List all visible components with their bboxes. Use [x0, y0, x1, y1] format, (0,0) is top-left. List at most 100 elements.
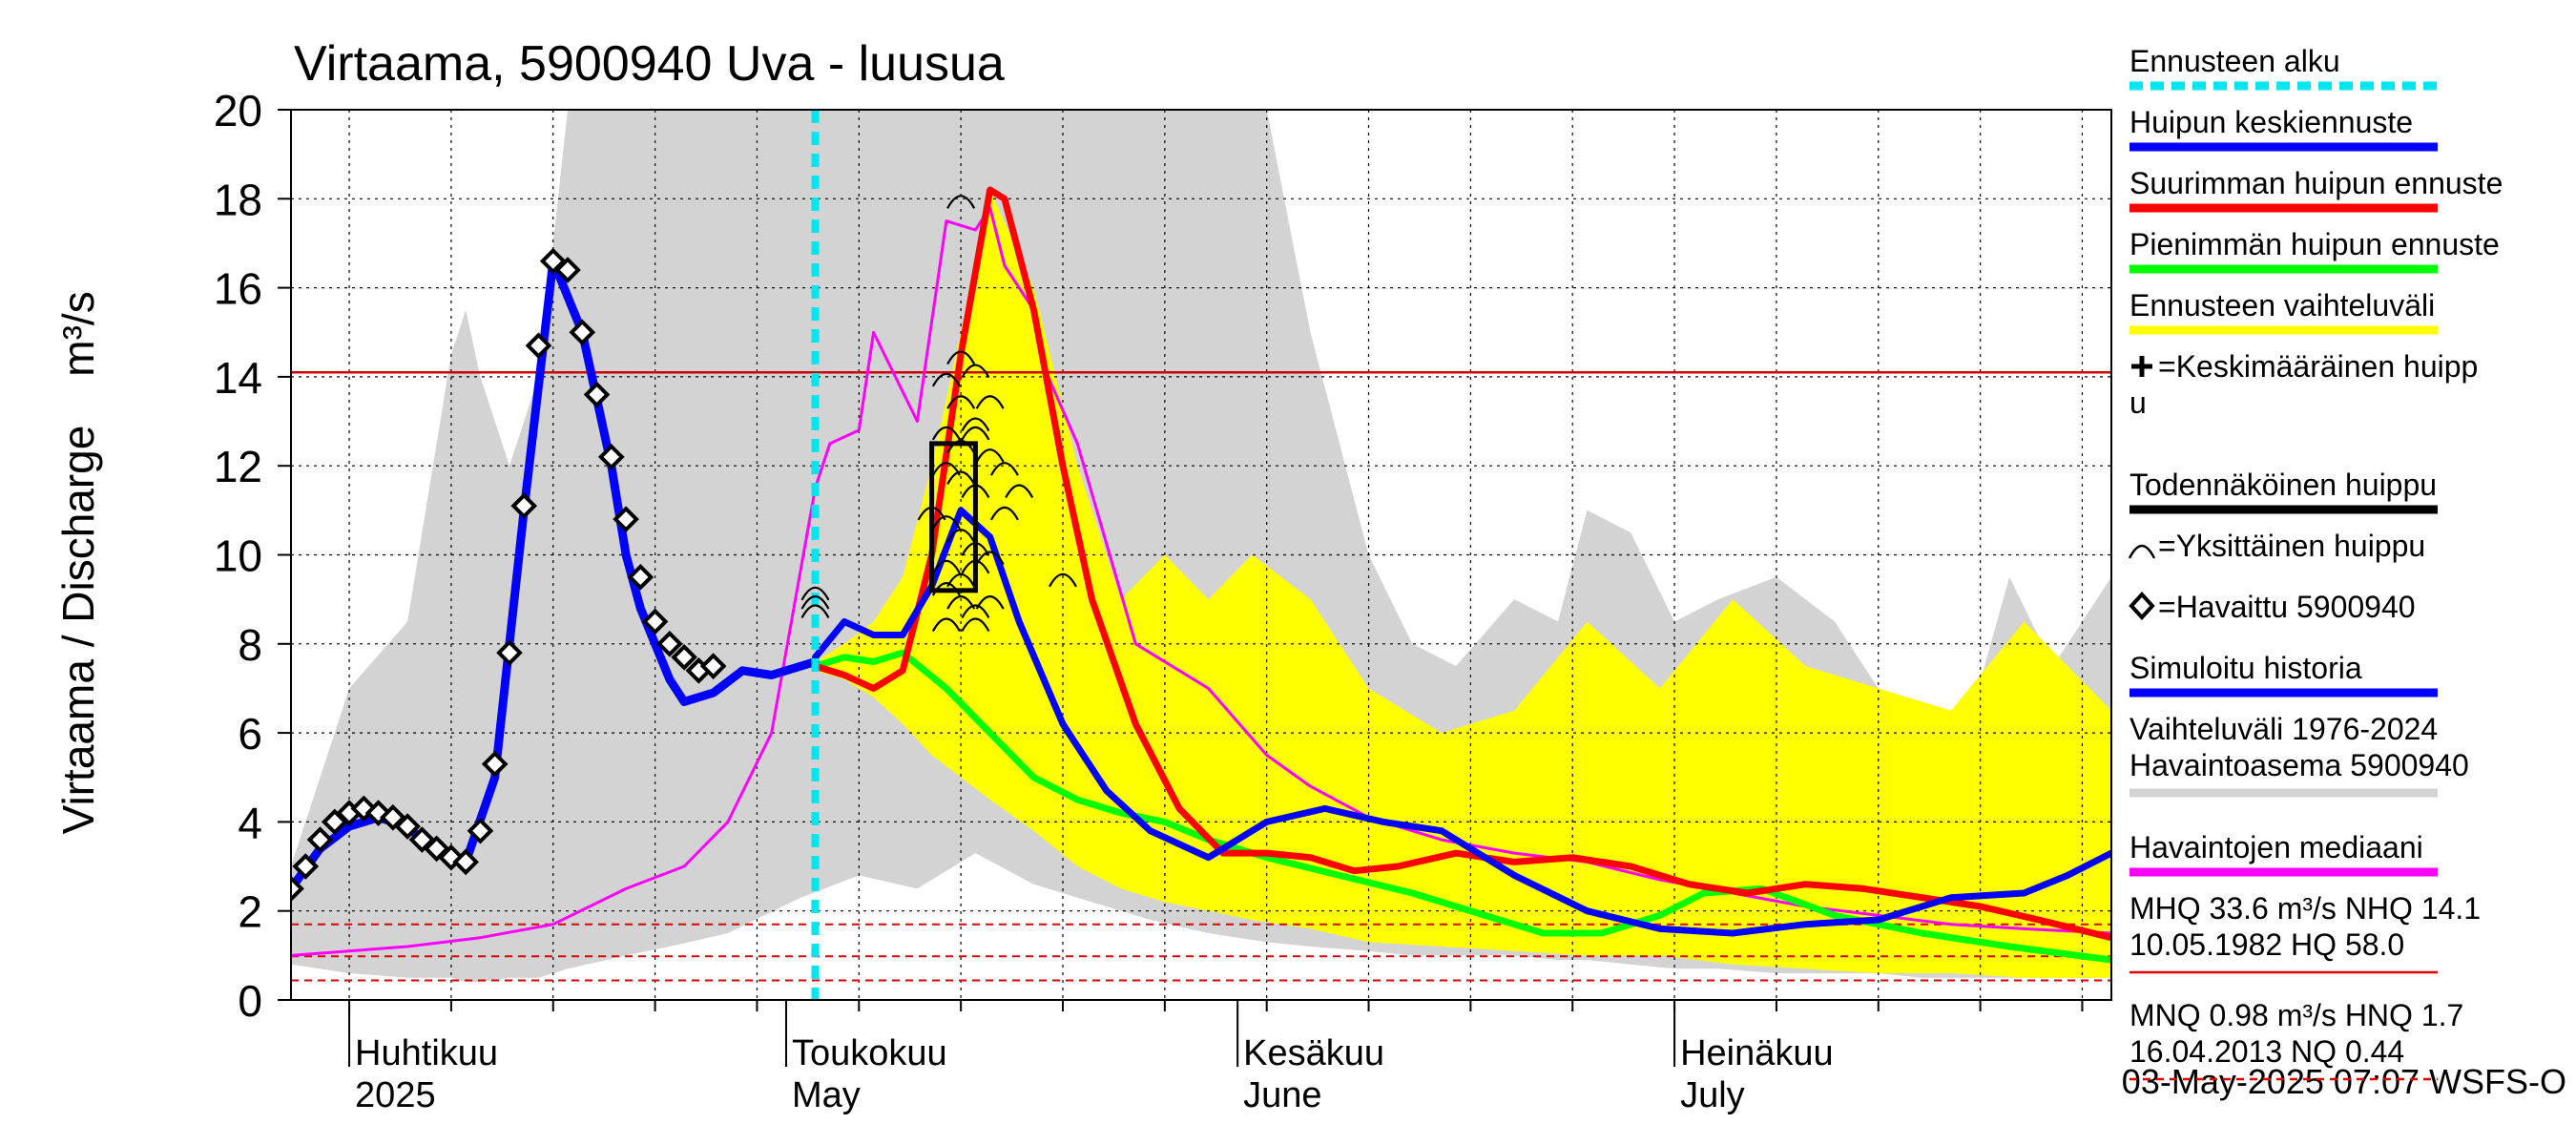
observed-point	[467, 817, 494, 844]
individual-peak-mark	[1049, 572, 1077, 588]
x-month-sublabel: May	[792, 1075, 861, 1115]
observed-point	[510, 492, 538, 520]
legend: Ennusteen alku Huipun keskiennuste Suurimm…	[2128, 44, 2503, 1081]
legend-item-ennusteen-alku: Ennusteen alku	[2129, 44, 2438, 91]
individual-peak-mark	[946, 395, 976, 409]
legend-label: MHQ 33.6 m³/s NHQ 14.1	[2129, 891, 2481, 926]
observed-point	[597, 444, 625, 470]
individual-peak-mark	[931, 372, 961, 387]
legend-label: Todennäköinen huippu	[2129, 468, 2437, 502]
individual-peak-mark	[931, 515, 961, 530]
legend-label: =Havaittu 5900940	[2158, 590, 2416, 624]
x-month-label: Heinäkuu	[1680, 1033, 1834, 1073]
legend-item-simuloitu-historia: Simuloitu historia	[2129, 651, 2438, 697]
series-suurimman-huipun-ennuste	[812, 186, 2111, 942]
legend-item-keskimaarainen-huipp: =Keskimääräinen huipp u	[2129, 349, 2478, 420]
observed-point	[583, 381, 611, 408]
individual-peak-mark	[961, 604, 990, 619]
legend-label: Suurimman huipun ennuste	[2129, 166, 2503, 200]
observed-point	[554, 257, 581, 283]
individual-peak-mark	[931, 426, 961, 441]
y-tick-label: 6	[238, 709, 262, 759]
legend-item-pienimman-huipun-ennuste: Pienimmän huipun ennuste	[2129, 227, 2500, 274]
plot-series	[291, 110, 2111, 1000]
individual-peak-mark	[800, 595, 830, 610]
observed-point	[613, 506, 639, 533]
observed-point	[569, 319, 596, 346]
legend-item-havaittu-5900940: =Havaittu 5900940	[2129, 590, 2416, 624]
legend-diamond-icon	[2129, 592, 2155, 620]
individual-peak-mark	[961, 364, 990, 379]
observed-point	[699, 653, 727, 679]
observed-point	[452, 848, 479, 876]
y-tick-label: 14	[214, 353, 262, 403]
individual-peak-mark	[931, 617, 961, 633]
individual-peak-mark	[1005, 484, 1034, 499]
individual-peak-mark	[946, 350, 976, 365]
x-month-label: Huhtikuu	[355, 1033, 498, 1073]
legend-label: =Keskimääräinen huipp	[2158, 349, 2478, 384]
y-tick-label: 18	[214, 175, 262, 224]
legend-label: MNQ 0.98 m³/s HNQ 1.7	[2129, 998, 2463, 1032]
individual-peak-mark	[975, 395, 1005, 409]
legend-item-mnq-0-98-m-s-hnq-1-7: MNQ 0.98 m³/s HNQ 1.716.04.2013 NQ 0.44	[2129, 998, 2463, 1081]
observed-point	[481, 750, 509, 778]
observed-point	[291, 875, 304, 903]
legend-label: Simuloitu historia	[2129, 651, 2362, 685]
legend-label: Vaihteluväli 1976-2024	[2129, 712, 2438, 746]
observed-point	[627, 563, 654, 591]
y-axis-unit: m³/s	[53, 291, 103, 376]
legend-item-yksittainen-huippu: =Yksittäinen huippu	[2128, 529, 2425, 563]
individual-peak-mark	[946, 195, 976, 209]
observed-point	[394, 813, 421, 840]
legend-label-2: Havaintoasema 5900940	[2129, 748, 2469, 782]
timestamp-label: 03-May-2025 07:07 WSFS-O	[2122, 1062, 2566, 1101]
legend-label: Havaintojen mediaani	[2129, 830, 2423, 864]
individual-peak-mark	[961, 617, 990, 633]
individual-peak-mark	[946, 470, 976, 486]
legend-item-mhq-33-6-m-s-nhq-14-1: MHQ 33.6 m³/s NHQ 14.110.05.1982 HQ 58.0	[2129, 891, 2481, 974]
individual-peak-mark	[946, 529, 976, 543]
individual-peak-mark	[800, 604, 830, 619]
individual-peak-mark	[975, 448, 1005, 463]
legend-label-2: 10.05.1982 HQ 58.0	[2129, 927, 2404, 962]
individual-peak-mark	[975, 595, 1005, 610]
series-pienimman-huipun-ennuste	[812, 649, 2111, 964]
individual-peak-mark	[989, 462, 1019, 476]
legend-label: Pienimmän huipun ennuste	[2129, 227, 2500, 261]
series-huipun-keskiennuste	[812, 507, 2111, 937]
observed-point	[641, 608, 669, 635]
individual-peak-mark	[931, 559, 961, 574]
observed-points	[291, 247, 727, 903]
legend-item-suurimman-huipun-ennuste: Suurimman huipun ennuste	[2129, 166, 2503, 213]
individual-peak-mark	[961, 417, 990, 432]
forecast-range-band	[815, 190, 2111, 978]
x-month-sublabel: 2025	[355, 1075, 436, 1115]
x-month-sublabel: July	[1680, 1075, 1745, 1115]
observed-point	[671, 643, 697, 671]
individual-peaks	[800, 195, 1077, 633]
individual-peak-mark	[946, 439, 976, 454]
legend-label: Huipun keskiennuste	[2129, 105, 2413, 139]
legend-item-huipun-keskiennuste: Huipun keskiennuste	[2129, 105, 2438, 152]
x-month-sublabel: June	[1243, 1075, 1321, 1115]
y-tick-label: 10	[214, 531, 262, 581]
x-month-label: Kesäkuu	[1243, 1033, 1384, 1073]
chart-title: Virtaama, 5900940 Uva - luusua	[294, 36, 1005, 92]
y-tick-label: 16	[214, 264, 262, 314]
observed-point	[292, 853, 320, 880]
legend-item-vaihteluvali-1976-2024: Vaihteluväli 1976-2024 Havaintoasema 590…	[2129, 712, 2469, 798]
observed-point	[496, 639, 523, 666]
y-axis-label: Virtaama / Discharge	[53, 426, 103, 835]
legend-arc-icon	[2128, 544, 2156, 559]
individual-peak-mark	[961, 426, 990, 441]
observed-point	[525, 332, 552, 360]
individual-peak-mark	[800, 586, 830, 601]
legend-item-todennakoinen-huippu: Todennäköinen huippu	[2129, 468, 2438, 514]
legend-item-ennusteen-vaihteluvali: Ennusteen vaihteluväli	[2129, 288, 2438, 335]
legend-label-2: u	[2129, 385, 2147, 420]
y-tick-label: 2	[238, 887, 262, 937]
x-month-label: Toukokuu	[792, 1033, 947, 1073]
